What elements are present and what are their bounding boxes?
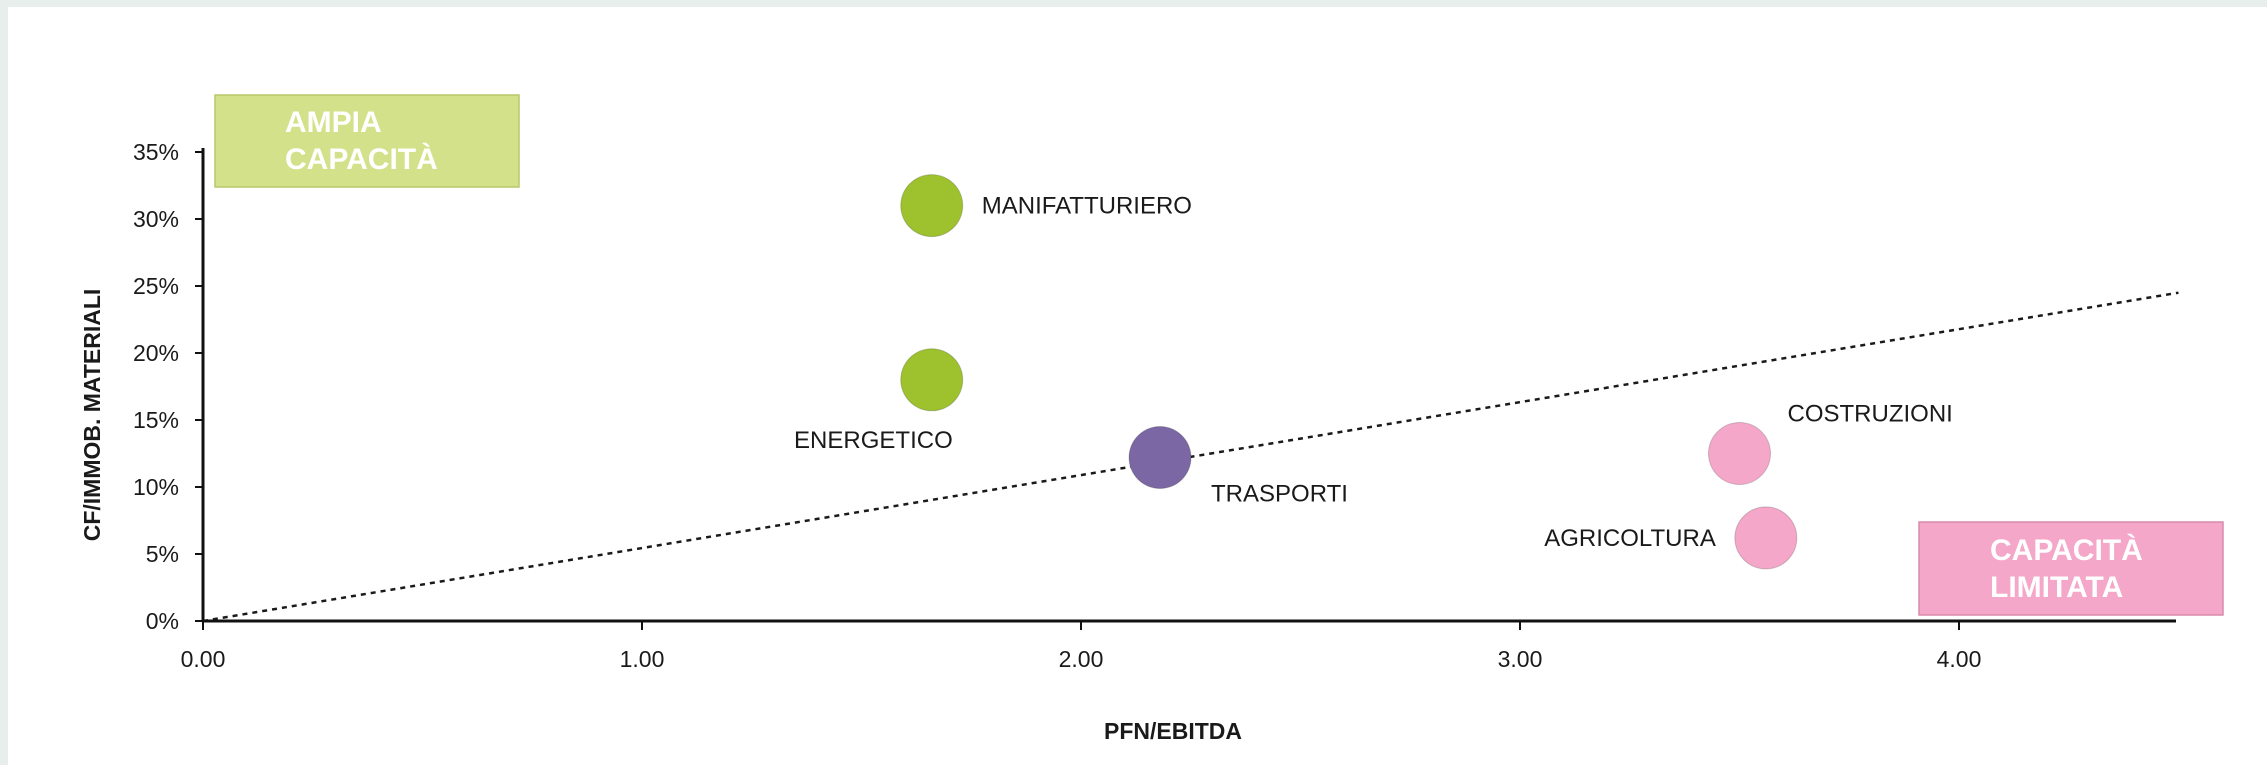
data-points: MANIFATTURIERO ENERGETICO TRASPORTI COSTRUZ… xyxy=(794,174,1953,570)
point-label-manifatturiero: MANIFATTURIERO xyxy=(982,193,1192,220)
point-costruzioni xyxy=(1708,422,1771,485)
capacita-limitata-line-2: LIMITATA xyxy=(1990,571,2123,604)
y-tick-label: 15% xyxy=(133,407,179,433)
ampia-capacita-line-2: CAPACITÀ xyxy=(285,142,438,176)
x-tick-label: 0.00 xyxy=(181,646,226,672)
point-label-trasporti: TRASPORTI xyxy=(1211,481,1348,508)
y-axis-ticks: 0% 5% 10% 15% 20% 25% 30% 35% xyxy=(133,139,203,634)
x-tick-label: 1.00 xyxy=(620,646,665,672)
x-axis-ticks: 0.00 1.00 2.00 3.00 4.00 xyxy=(181,621,1982,672)
y-tick-label: 0% xyxy=(146,608,179,634)
x-axis-title: PFN/EBITDA xyxy=(1104,718,1242,744)
point-manifatturiero xyxy=(900,174,964,238)
quadrant-annotations: AMPIA CAPACITÀ CAPACITÀ LIMITATA xyxy=(214,94,2224,616)
y-axis-title: CF/IMMOB. MATERIALI xyxy=(79,289,105,542)
point-agricoltura xyxy=(1734,506,1798,570)
point-energetico xyxy=(900,348,964,412)
y-tick-label: 35% xyxy=(133,139,179,165)
point-label-energetico: ENERGETICO xyxy=(794,427,953,454)
point-label-costruzioni: COSTRUZIONI xyxy=(1788,401,1953,428)
capacita-limitata-box xyxy=(1918,521,2224,616)
y-tick-label: 30% xyxy=(133,206,179,232)
y-tick-label: 5% xyxy=(146,541,179,567)
y-tick-label: 10% xyxy=(133,474,179,500)
x-tick-label: 2.00 xyxy=(1059,646,1104,672)
y-tick-label: 20% xyxy=(133,340,179,366)
capacita-limitata-line-1: CAPACITÀ xyxy=(1990,533,2143,567)
x-tick-label: 3.00 xyxy=(1498,646,1543,672)
point-label-agricoltura: AGRICOLTURA xyxy=(1544,525,1716,552)
ampia-capacita-line-1: AMPIA xyxy=(285,106,382,139)
y-tick-label: 25% xyxy=(133,273,179,299)
ampia-capacita-box xyxy=(214,94,520,188)
point-trasporti xyxy=(1128,426,1192,490)
x-tick-label: 4.00 xyxy=(1937,646,1982,672)
